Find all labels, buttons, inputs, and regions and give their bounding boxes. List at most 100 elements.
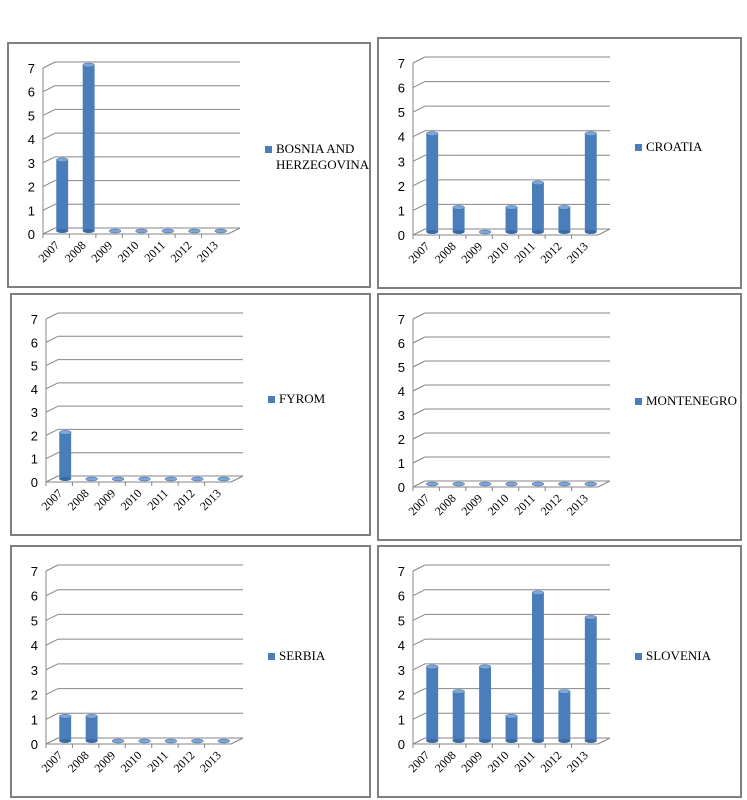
chart-panel-montenegro: 0 1 2 3 4 5 6 7 2007 2008 2009 2010 2011 2012 2013 MONT… [377,293,742,541]
x-tick-label: 2013 [194,238,221,265]
x-tick-label: 2013 [197,486,224,513]
gridline-diag [45,452,59,460]
x-tick-label: 2008 [65,486,92,513]
bar-base [531,230,544,234]
bar-top [505,481,518,487]
bar [479,666,492,741]
gridline-diag [45,712,59,720]
bar-top [56,157,69,163]
floor-edge [597,737,611,745]
legend: SERBIA [268,648,325,664]
y-tick-label: 1 [31,452,38,467]
x-tick-label: 2008 [432,748,459,775]
chart-panel-fyrom: 0 1 2 3 4 5 6 7 2007 2008 2009 2010 2011 2012 2013 FYRO… [10,293,371,536]
gridline-diag [412,203,426,211]
y-tick-label: 0 [398,737,405,752]
y-tick-label: 5 [28,108,35,123]
gridline-diag [45,613,59,621]
bar-top [214,228,227,234]
y-tick-label: 2 [31,428,38,443]
bar [59,716,72,741]
y-tick-label: 3 [31,405,38,420]
bar-base [82,229,95,233]
x-tick-label: 2008 [62,238,89,265]
y-tick-label: 1 [398,712,405,727]
bar-base [59,739,72,743]
y-tick-label: 0 [28,227,35,242]
y-tick-label: 1 [398,456,405,471]
gridline-diag [412,456,426,464]
bar-top [426,481,439,487]
gridline-diag [42,203,56,211]
bar-top [584,481,597,487]
x-tick-label: 2008 [432,491,459,518]
legend-swatch [268,395,275,403]
y-tick-label: 2 [31,688,38,703]
bar-top [558,481,571,487]
bar-top [531,590,545,595]
gridline-diag [412,589,426,597]
legend-swatch [635,398,642,405]
bar [531,182,544,232]
bar-top [558,689,571,694]
floor-edge [230,475,244,483]
x-tick-label: 2007 [405,239,432,266]
bar-base [59,477,72,481]
chart-svg: 0 1 2 3 4 5 6 7 2007 2008 2009 2010 2011 2012 2013 [398,312,611,518]
y-tick-label: 6 [398,589,405,604]
gridline-diag [412,712,426,720]
x-tick-label: 2013 [564,748,591,775]
y-tick-label: 6 [28,85,35,100]
gridline-diag [412,228,426,236]
bar-top [531,180,545,186]
bar-top [111,738,125,744]
bar-base [452,230,465,234]
x-tick-label: 2012 [171,748,198,775]
gridline-diag [42,85,56,93]
legend-label: FYROM [279,390,326,406]
bar-top [108,228,122,234]
x-tick-label: 2009 [458,239,485,266]
bar-base [56,229,69,233]
bar-base [426,230,439,234]
chart-svg: 0 1 2 3 4 5 6 7 2007 2008 2009 2010 2011 2012 2013 [398,564,611,775]
bar-top [478,664,492,670]
bar-base [584,739,597,743]
bar [531,592,544,741]
bar-top [505,714,518,719]
bar [505,207,518,232]
floor-edge [227,227,241,235]
legend-label: BOSNIA AND HERZEGOVINA [276,141,370,172]
gridline-diag [412,638,426,646]
x-tick-label: 2011 [511,491,538,518]
bar-top [188,228,201,234]
chart-panel-serbia: 0 1 2 3 4 5 6 7 2007 2008 2009 2010 2011 2012 2013 SERB… [10,545,371,798]
y-tick-label: 4 [31,382,38,397]
gridline-diag [42,156,56,164]
y-tick-label: 6 [398,336,405,351]
x-tick-label: 2009 [458,491,485,518]
legend-label: SERBIA [279,647,326,663]
y-tick-label: 4 [398,130,405,145]
bar-base [85,739,98,743]
gridline-diag [45,688,59,696]
bar-top [59,714,72,719]
y-tick-label: 2 [398,688,405,703]
x-tick-label: 2010 [485,239,512,266]
x-tick-label: 2007 [35,238,62,265]
y-tick-label: 3 [398,408,405,423]
gridline-diag [45,312,59,320]
gridline-diag [45,737,59,745]
bar-base [558,739,571,743]
x-tick-label: 2007 [405,491,432,518]
y-tick-label: 2 [398,179,405,194]
x-tick-label: 2012 [538,239,565,266]
bar-base [558,230,571,234]
bar-base [531,739,544,743]
chart-svg: 0 1 2 3 4 5 6 7 2007 2008 2009 2010 2011 2012 2013 [398,56,611,266]
bar-top [217,476,230,482]
bar-top [164,738,178,744]
gridline-diag [412,360,426,368]
gridline-diag [45,335,59,343]
x-tick-label: 2012 [538,748,565,775]
